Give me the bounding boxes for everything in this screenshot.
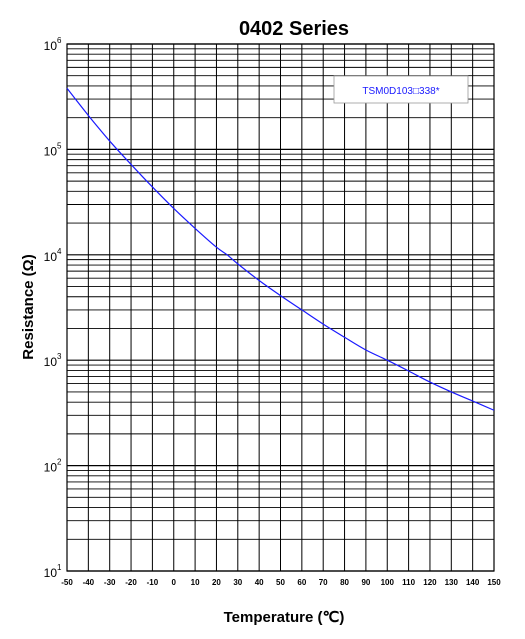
series-line bbox=[66, 87, 495, 411]
x-tick-label: 10 bbox=[191, 578, 200, 587]
x-axis-ticks: -50 -40 -30 -20 -10 0 10 20 30 40 50 60 70 80 90 100 110… bbox=[61, 578, 501, 587]
chart-title: 0402 Series bbox=[239, 18, 349, 40]
x-tick-label: 140 bbox=[466, 578, 480, 587]
x-tick-label: 50 bbox=[276, 578, 285, 587]
x-tick-label: -10 bbox=[147, 578, 159, 587]
x-tick-label: 30 bbox=[233, 578, 242, 587]
x-tick-label: 80 bbox=[340, 578, 349, 587]
x-tick-label: 70 bbox=[319, 578, 328, 587]
legend-series-label: TSM0D103□338* bbox=[362, 86, 439, 97]
y-tick-exponent: 6 bbox=[57, 36, 62, 45]
x-tick-label: 120 bbox=[423, 578, 437, 587]
x-tick-label: -30 bbox=[104, 578, 116, 587]
x-tick-label: 130 bbox=[445, 578, 459, 587]
y-tick-label: 10 bbox=[44, 566, 58, 580]
y-tick-label: 10 bbox=[44, 39, 58, 53]
y-tick-label: 10 bbox=[44, 461, 58, 475]
x-tick-label: 40 bbox=[255, 578, 264, 587]
x-tick-label: 110 bbox=[402, 578, 415, 587]
y-axis-label: Resistance (Ω) bbox=[20, 254, 37, 359]
x-tick-label: 20 bbox=[212, 578, 221, 587]
y-tick-exponent: 4 bbox=[57, 247, 62, 256]
y-tick-label: 10 bbox=[44, 355, 58, 369]
x-tick-label: 150 bbox=[487, 578, 501, 587]
x-tick-label: 100 bbox=[381, 578, 395, 587]
x-axis-label: Temperature (℃) bbox=[224, 609, 345, 626]
y-tick-exponent: 3 bbox=[57, 352, 62, 361]
grid-major-lines bbox=[66, 43, 495, 572]
x-tick-label: -50 bbox=[61, 578, 73, 587]
y-tick-exponent: 5 bbox=[57, 141, 62, 150]
y-tick-label: 10 bbox=[44, 144, 58, 158]
series-layer bbox=[66, 87, 495, 411]
legend: TSM0D103□338* bbox=[333, 75, 469, 104]
y-tick-exponent: 1 bbox=[57, 563, 62, 572]
y-tick-label: 10 bbox=[44, 250, 58, 264]
x-tick-label: 0 bbox=[172, 578, 177, 587]
x-tick-label: 60 bbox=[297, 578, 306, 587]
x-tick-label: 90 bbox=[361, 578, 370, 587]
x-tick-label: -40 bbox=[83, 578, 95, 587]
legend-box bbox=[333, 75, 469, 104]
y-tick-exponent: 2 bbox=[57, 458, 62, 467]
plot-frame bbox=[66, 43, 495, 572]
x-tick-label: -20 bbox=[125, 578, 137, 587]
